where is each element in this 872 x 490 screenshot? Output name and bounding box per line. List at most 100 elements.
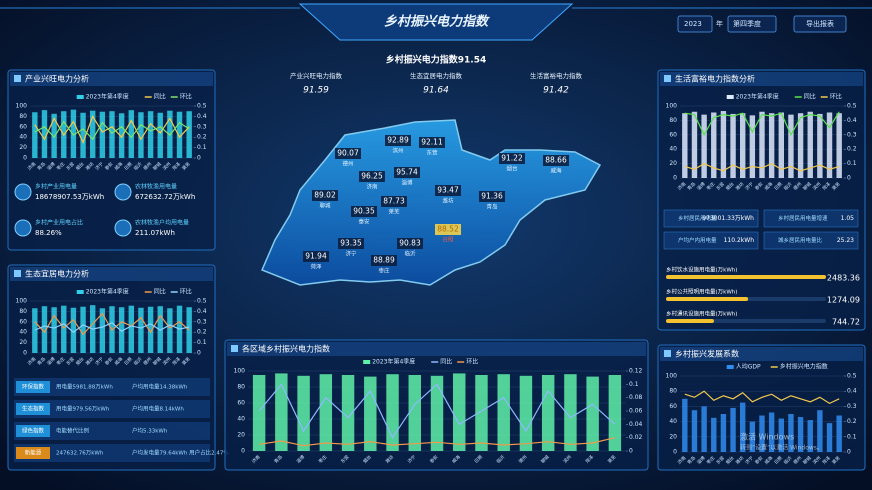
y2-tick-label: 0.5 [197, 298, 207, 305]
table-cell: 环保指数 [22, 383, 45, 391]
line [259, 437, 616, 447]
table-cell: 用电量979.56万kWh [56, 405, 110, 413]
year-select-text[interactable]: 2023 [684, 20, 702, 28]
x-tick-label: 青岛 [36, 355, 48, 367]
x-tick-label: 枣庄 [317, 453, 329, 465]
y2-tick-label: 0 [197, 350, 201, 357]
y-tick-label: 0 [673, 175, 677, 182]
watermark: 转到“设置”以激活 Windows。 [740, 444, 823, 452]
y2-tick-label: 0 [847, 175, 851, 182]
export-button[interactable] [793, 15, 847, 33]
quarter-select[interactable] [727, 15, 777, 33]
bar [836, 113, 842, 178]
panel-icon [664, 75, 671, 82]
bar [730, 407, 736, 452]
y2-tick-label: 0.1 [847, 433, 857, 440]
x-tick-label: 济宁 [744, 180, 756, 192]
progress-value: 744.72 [832, 318, 860, 327]
x-tick-label: 临沂 [782, 454, 794, 466]
bar [99, 308, 106, 353]
x-tick-label: 东营 [715, 180, 727, 192]
map-label-name: 烟台 [506, 165, 518, 173]
y-tick-label: 20 [19, 144, 27, 151]
y2-tick-label: 0.2 [847, 146, 857, 153]
stat-icon [114, 183, 132, 201]
quarter-select-text[interactable]: 第四季度 [733, 19, 761, 28]
bar [691, 111, 698, 178]
year-select[interactable] [677, 15, 713, 33]
x-tick-label: 青岛 [273, 453, 285, 465]
x-tick-label: 莱芜 [830, 180, 842, 192]
panel [7, 69, 216, 251]
y-tick-label: 100 [16, 103, 28, 110]
legend-swatch [726, 365, 734, 369]
bar [797, 113, 804, 178]
legend-label: 同比 [804, 93, 816, 101]
bar [32, 308, 38, 353]
map-label-name: 东营 [426, 149, 438, 157]
table-cell: 247632.76万kWh [56, 450, 104, 457]
stat-label: 乡村产业用电量 [35, 183, 77, 191]
y-tick-label: 60 [237, 400, 245, 407]
x-tick-label: 威海 [450, 453, 462, 465]
y-tick-label: 60 [669, 403, 677, 410]
y-tick-label: 20 [237, 432, 245, 439]
bar [128, 305, 134, 353]
x-tick-label: 德州 [517, 453, 529, 465]
bar [297, 375, 310, 451]
y-tick-label: 20 [669, 160, 677, 167]
x-tick-label: 滨州 [161, 355, 173, 367]
panel-title-bar [10, 267, 213, 281]
y-tick-label: 0 [673, 449, 677, 456]
panel-title-bar [660, 72, 863, 86]
x-tick-label: 滨州 [811, 180, 823, 192]
x-tick-label: 聊城 [801, 454, 813, 466]
bar [408, 375, 421, 451]
map-label-name: 德州 [342, 160, 353, 168]
bar [252, 375, 266, 451]
bar [364, 376, 377, 451]
map-label-box [359, 171, 385, 182]
y2-tick-label: 0.5 [847, 103, 857, 110]
bar [519, 375, 533, 451]
x-tick-label: 菏泽 [821, 180, 833, 192]
y-tick-label: 80 [19, 308, 27, 315]
title-frame [298, 3, 574, 41]
bar [118, 113, 125, 158]
map-label-box [371, 255, 397, 266]
legend-swatch [76, 95, 84, 99]
map-label-box [351, 206, 377, 217]
page-title: 乡村振兴电力指数 [384, 14, 490, 30]
table-cell: 户均发电量79.64kWh 用户占比2.47% [132, 449, 229, 457]
line [34, 120, 190, 141]
bar [138, 112, 144, 158]
x-tick-label: 东营 [65, 355, 77, 367]
x-tick-label: 济南 [676, 180, 688, 192]
panel-icon [14, 75, 21, 82]
map-label-value: 92.89 [387, 136, 409, 145]
bar [109, 111, 115, 158]
y-tick-label: 60 [19, 123, 27, 130]
y-tick-label: 80 [669, 388, 677, 395]
legend-label: 2023年第4季度 [86, 93, 129, 101]
legend-label: 环比 [830, 93, 842, 101]
map-label-box [419, 137, 445, 148]
line [684, 111, 840, 137]
stat-value: 110.2kWh [724, 237, 755, 244]
x-tick-label: 济宁 [94, 160, 106, 172]
stat-value: 88.26% [35, 229, 62, 237]
bar [80, 112, 86, 158]
x-tick-label: 潍坊 [734, 180, 746, 192]
export-button-text[interactable]: 导出报表 [806, 19, 834, 28]
x-tick-label: 济宁 [744, 454, 756, 466]
bar [711, 112, 717, 178]
index-label: 产业兴旺电力指数 [290, 71, 343, 80]
y-tick-label: 20 [19, 339, 27, 346]
map-label-box [394, 167, 420, 178]
bar [778, 418, 784, 452]
x-tick-label: 枣庄 [55, 160, 67, 172]
bar [807, 111, 813, 178]
bar [51, 307, 57, 353]
table-cell: 绿色指数 [22, 427, 45, 435]
x-tick-label: 济宁 [406, 453, 418, 465]
